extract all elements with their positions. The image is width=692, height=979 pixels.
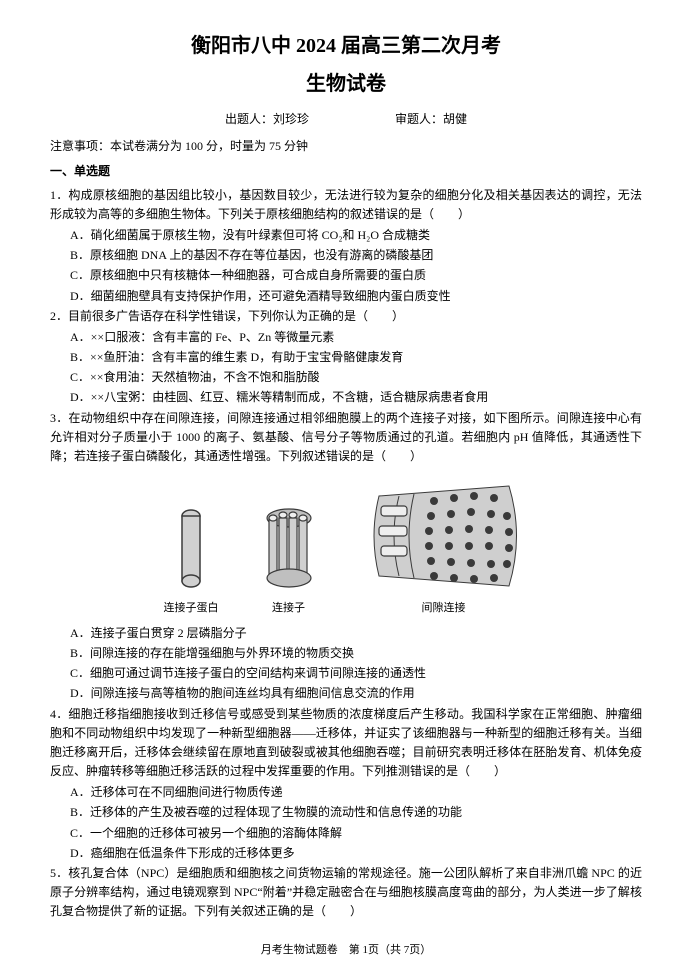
figure-part-gapjunction: 间隙连接 [359, 476, 529, 618]
q2-option-b: B．××鱼肝油：含有丰富的维生素 D，有助于宝宝骨骼健康发育 [50, 348, 642, 367]
author-setter: 出题人：刘珍珍 [225, 112, 309, 126]
exam-title-line2: 生物试卷 [50, 68, 642, 100]
q4-option-c: C．一个细胞的迁移体可被另一个细胞的溶酶体降解 [50, 824, 642, 843]
figure-label-protein: 连接子蛋白 [164, 600, 219, 618]
exam-note: 注意事项：本试卷满分为 100 分，时量为 75 分钟 [50, 137, 642, 156]
figure-label-connexon: 连接子 [272, 600, 305, 618]
page-footer: 月考生物试题卷 第 1页（共 7页） [50, 942, 642, 960]
q1-stem: 1．构成原核细胞的基因组比较小，基因数目较少，无法进行较为复杂的细胞分化及相关基… [50, 186, 642, 224]
q2-option-c: C．××食用油：天然植物油，不含不饱和脂肪酸 [50, 368, 642, 387]
exam-title-line1: 衡阳市八中 2024 届高三第二次月考 [50, 30, 642, 62]
figure-part-connexon: 连接子 [259, 506, 319, 618]
q4-option-d: D．癌细胞在低温条件下形成的迁移体更多 [50, 844, 642, 863]
q5-stem: 5．核孔复合体（NPC）是细胞质和细胞核之间货物运输的常规途径。施一公团队解析了… [50, 864, 642, 922]
author-line: 出题人：刘珍珍 审题人：胡健 [50, 110, 642, 129]
q1-option-c: C．原核细胞中只有核糖体一种细胞器，可合成自身所需要的蛋白质 [50, 266, 642, 285]
author-reviewer: 审题人：胡健 [395, 112, 467, 126]
q2-stem: 2．目前很多广告语存在科学性错误，下列你认为正确的是（ ） [50, 307, 642, 326]
section-1-heading: 一、单选题 [50, 162, 642, 181]
figure-part-protein: 连接子蛋白 [164, 506, 219, 618]
q1-option-b: B．原核细胞 DNA 上的基因不存在等位基因，也没有游离的磷酸基团 [50, 246, 642, 265]
connexon-icon [259, 506, 319, 596]
q4-option-b: B．迁移体的产生及被吞噬的过程体现了生物膜的流动性和信息传递的功能 [50, 803, 642, 822]
figure-label-gapjunction: 间隙连接 [422, 600, 466, 618]
q1-option-a: A．硝化细菌属于原核生物，没有叶绿素但可将 CO₂和 H₂O 合成糖类 [50, 226, 642, 245]
connector-protein-icon [173, 506, 209, 596]
q3-option-c: C．细胞可通过调节连接子蛋白的空间结构来调节间隙连接的通透性 [50, 664, 642, 683]
q4-option-a: A．迁移体可在不同细胞间进行物质传递 [50, 783, 642, 802]
q3-figure: 连接子蛋白 连接子 [50, 476, 642, 618]
q2-option-d: D．××八宝粥：由桂圆、红豆、糯米等精制而成，不含糖，适合糖尿病患者食用 [50, 388, 642, 407]
q2-option-a: A．××口服液：含有丰富的 Fe、P、Zn 等微量元素 [50, 328, 642, 347]
q3-option-a: A．连接子蛋白贯穿 2 层磷脂分子 [50, 624, 642, 643]
q3-option-d: D．间隙连接与高等植物的胞间连丝均具有细胞间信息交流的作用 [50, 684, 642, 703]
q1-option-d: D．细菌细胞壁具有支持保护作用，还可避免酒精导致细胞内蛋白质变性 [50, 287, 642, 306]
q4-stem: 4．细胞迁移指细胞接收到迁移信号或感受到某些物质的浓度梯度后产生移动。我国科学家… [50, 705, 642, 782]
q3-option-b: B．间隙连接的存在能增强细胞与外界环境的物质交换 [50, 644, 642, 663]
gap-junction-icon [359, 476, 529, 596]
q3-stem: 3．在动物组织中存在间隙连接，间隙连接通过相邻细胞膜上的两个连接子对接，如下图所… [50, 409, 642, 467]
